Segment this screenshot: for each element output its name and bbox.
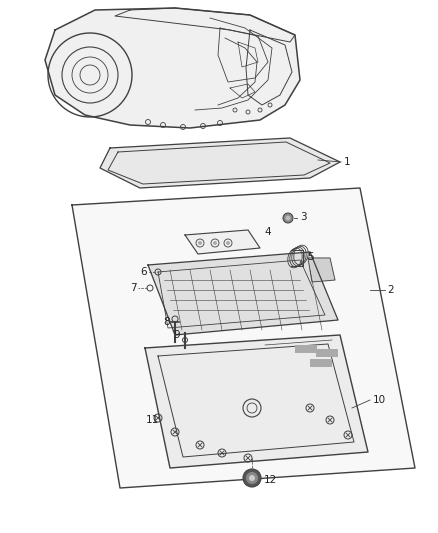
Polygon shape [100, 138, 340, 188]
Text: 2: 2 [387, 285, 394, 295]
Circle shape [249, 475, 255, 481]
Text: 3: 3 [300, 212, 307, 222]
Polygon shape [72, 188, 415, 488]
Text: 7: 7 [130, 283, 137, 293]
Polygon shape [308, 258, 335, 282]
Text: 8: 8 [163, 317, 170, 327]
Circle shape [226, 241, 230, 245]
Text: 4: 4 [264, 227, 271, 237]
Circle shape [283, 213, 293, 223]
Text: 5: 5 [307, 252, 314, 262]
Circle shape [243, 469, 261, 487]
Polygon shape [148, 252, 338, 335]
Bar [310, 359, 332, 367]
Text: 9: 9 [173, 330, 180, 340]
Polygon shape [145, 335, 368, 468]
Text: 12: 12 [264, 475, 277, 485]
Circle shape [198, 241, 202, 245]
Text: 6: 6 [140, 267, 147, 277]
Circle shape [213, 241, 217, 245]
Polygon shape [185, 230, 260, 254]
Text: 10: 10 [373, 395, 386, 405]
Text: 1: 1 [344, 157, 351, 167]
Circle shape [286, 215, 290, 221]
Bar [295, 345, 317, 353]
Polygon shape [45, 8, 300, 128]
Circle shape [246, 472, 258, 484]
Text: 11: 11 [146, 415, 159, 425]
Bar [316, 349, 338, 357]
